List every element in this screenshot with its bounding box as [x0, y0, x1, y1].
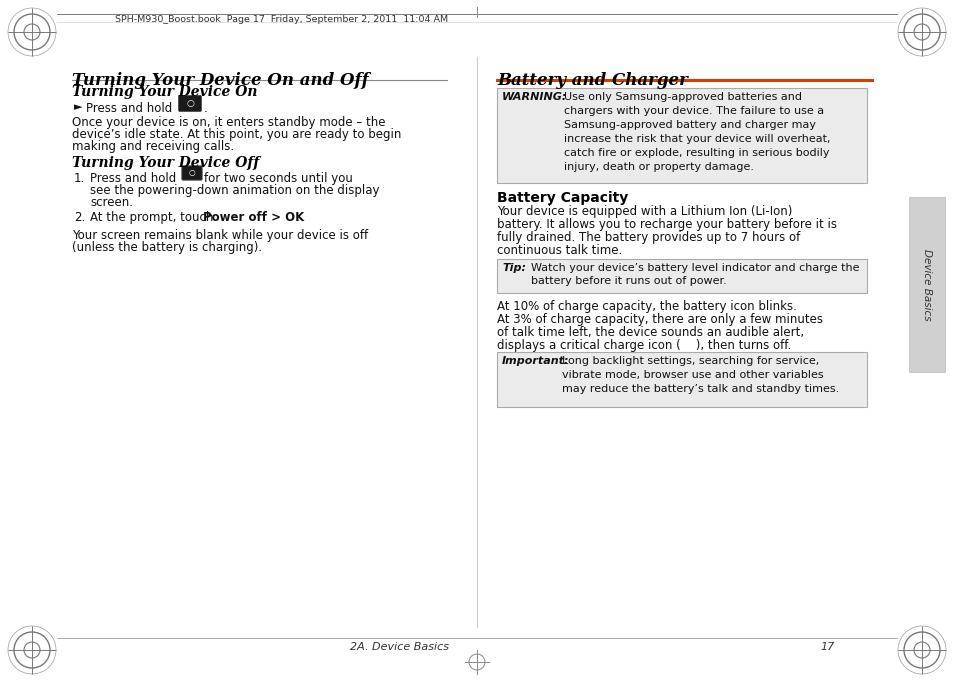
Text: ○: ○	[189, 168, 195, 177]
Text: Watch your device’s battery level indicator and charge the: Watch your device’s battery level indica…	[531, 263, 859, 273]
Text: Turning Your Device Off: Turning Your Device Off	[71, 156, 259, 170]
Text: see the powering-down animation on the display: see the powering-down animation on the d…	[90, 184, 379, 197]
Text: 1.: 1.	[74, 172, 85, 185]
Text: of talk time left, the device sounds an audible alert,: of talk time left, the device sounds an …	[497, 326, 803, 339]
Bar	[497, 88, 866, 183]
Bar	[497, 259, 866, 293]
Text: 2A. Device Basics: 2A. Device Basics	[350, 642, 449, 652]
Text: Important:: Important:	[501, 356, 569, 366]
Text: making and receiving calls.: making and receiving calls.	[71, 140, 233, 153]
Text: chargers with your device. The failure to use a: chargers with your device. The failure t…	[563, 106, 823, 116]
Text: displays a critical charge icon (    ), then turns off.: displays a critical charge icon ( ), the…	[497, 339, 790, 352]
Text: ○: ○	[186, 99, 193, 108]
Text: catch fire or explode, resulting in serious bodily: catch fire or explode, resulting in seri…	[563, 148, 828, 158]
Text: Long backlight settings, searching for service,: Long backlight settings, searching for s…	[561, 356, 819, 366]
Text: Battery and Charger: Battery and Charger	[497, 72, 687, 89]
Text: for two seconds until you: for two seconds until you	[204, 172, 353, 185]
Text: may reduce the battery’s talk and standby times.: may reduce the battery’s talk and standb…	[561, 384, 839, 394]
Text: Device Basics: Device Basics	[921, 249, 931, 321]
Bar	[908, 197, 944, 372]
Text: Samsung-approved battery and charger may: Samsung-approved battery and charger may	[563, 120, 815, 130]
Text: injury, death or property damage.: injury, death or property damage.	[563, 162, 753, 172]
Text: Battery Capacity: Battery Capacity	[497, 191, 628, 205]
Text: Once your device is on, it enters standby mode – the: Once your device is on, it enters standb…	[71, 116, 385, 129]
Text: vibrate mode, browser use and other variables: vibrate mode, browser use and other vari…	[561, 370, 822, 380]
Text: Press and hold: Press and hold	[90, 172, 176, 185]
Text: Tip:: Tip:	[501, 263, 525, 273]
Text: SPH-M930_Boost.book  Page 17  Friday, September 2, 2011  11:04 AM: SPH-M930_Boost.book Page 17 Friday, Sept…	[115, 14, 448, 23]
Text: (unless the battery is charging).: (unless the battery is charging).	[71, 241, 262, 254]
Text: Turning Your Device On: Turning Your Device On	[71, 85, 257, 99]
Text: At the prompt, touch: At the prompt, touch	[90, 211, 217, 224]
Text: battery before it runs out of power.: battery before it runs out of power.	[531, 276, 726, 286]
Text: ►: ►	[74, 102, 82, 112]
Text: Your screen remains blank while your device is off: Your screen remains blank while your dev…	[71, 229, 368, 242]
Text: screen.: screen.	[90, 196, 132, 209]
Text: increase the risk that your device will overheat,: increase the risk that your device will …	[563, 134, 830, 144]
FancyBboxPatch shape	[178, 95, 201, 111]
Text: At 10% of charge capacity, the battery icon blinks.: At 10% of charge capacity, the battery i…	[497, 300, 796, 313]
Text: Turning Your Device On and Off: Turning Your Device On and Off	[71, 72, 369, 89]
Text: At 3% of charge capacity, there are only a few minutes: At 3% of charge capacity, there are only…	[497, 313, 822, 326]
Text: device’s idle state. At this point, you are ready to begin: device’s idle state. At this point, you …	[71, 128, 401, 141]
Text: Use only Samsung-approved batteries and: Use only Samsung-approved batteries and	[563, 92, 801, 102]
Text: WARNING:: WARNING:	[501, 92, 567, 102]
Text: fully drained. The battery provides up to 7 hours of: fully drained. The battery provides up t…	[497, 231, 800, 244]
Text: Press and hold: Press and hold	[86, 102, 172, 115]
Text: 2.: 2.	[74, 211, 85, 224]
Text: Power off > OK: Power off > OK	[203, 211, 304, 224]
Text: battery. It allows you to recharge your battery before it is: battery. It allows you to recharge your …	[497, 218, 836, 231]
Text: .: .	[295, 211, 299, 224]
Bar	[497, 352, 866, 407]
Text: 17: 17	[820, 642, 833, 652]
Text: .: .	[204, 102, 208, 115]
Text: continuous talk time.: continuous talk time.	[497, 244, 621, 257]
Text: Your device is equipped with a Lithium Ion (Li-Ion): Your device is equipped with a Lithium I…	[497, 205, 792, 218]
FancyBboxPatch shape	[182, 166, 202, 180]
